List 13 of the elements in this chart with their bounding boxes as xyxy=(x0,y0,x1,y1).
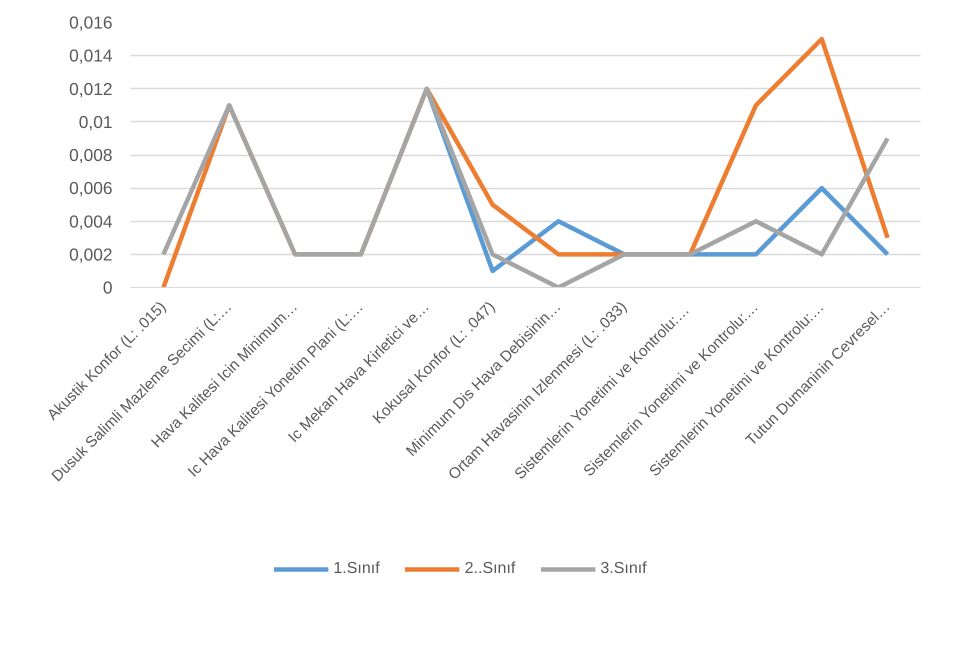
y-tick-label: 0,012 xyxy=(69,78,113,99)
y-tick-label: 0,014 xyxy=(69,46,113,66)
legend-label: 1.Sınıf xyxy=(333,560,380,578)
line-series xyxy=(161,86,890,288)
legend-label: 3.Sınıf xyxy=(600,560,647,578)
y-tick-label: 0,01 xyxy=(78,112,113,132)
y-tick-label: 0 xyxy=(102,278,113,298)
y-tick-label: 0,006 xyxy=(69,178,113,198)
y-tick-label: 0,008 xyxy=(69,145,113,165)
legend-label: 2..Sınıf xyxy=(464,560,516,578)
y-tick-label: 0,016 xyxy=(69,12,113,32)
y-tick-label: 0,002 xyxy=(69,244,113,264)
y-tick-label: 0,004 xyxy=(69,211,113,232)
